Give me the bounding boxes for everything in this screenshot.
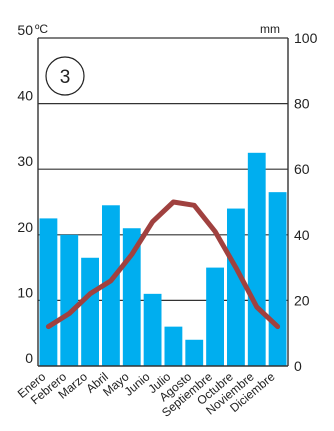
- precip-bar: [268, 192, 287, 366]
- right-axis-unit: mm: [260, 22, 280, 36]
- left-axis-ticks: 0 10 20 30 40 50: [17, 22, 33, 366]
- left-tick-label: 0: [25, 350, 33, 366]
- precip-bar: [206, 267, 224, 366]
- precip-bar: [60, 234, 79, 366]
- left-tick-label: 20: [17, 219, 33, 235]
- right-tick-label: 20: [294, 292, 310, 308]
- right-tick-label: 60: [294, 161, 310, 177]
- precip-bar: [164, 326, 183, 366]
- left-tick-label: 40: [17, 88, 33, 104]
- precip-bar: [143, 293, 162, 366]
- right-tick-label: 80: [294, 96, 310, 112]
- precipitation-bars: [39, 152, 287, 366]
- right-axis-ticks: 0 20 40 60 80 100: [294, 30, 318, 374]
- right-tick-label: 40: [294, 227, 310, 243]
- chart-number: 3: [60, 67, 71, 88]
- left-axis-unit: ºC: [35, 22, 48, 36]
- axes: [37, 38, 289, 367]
- gridlines: [38, 37, 288, 301]
- chart-number-badge: 3: [45, 56, 85, 96]
- precip-bar: [81, 257, 99, 366]
- right-tick-label: 0: [294, 358, 302, 374]
- left-tick-label: 50: [17, 22, 33, 38]
- precip-bar: [227, 208, 245, 366]
- month-labels: EneroFebreroMarzoAbrilMayoJunioJulioAgos…: [15, 369, 278, 419]
- left-tick-label: 10: [17, 284, 33, 300]
- temperature-line: [45, 199, 281, 330]
- precip-bar: [39, 218, 58, 366]
- right-tick-label: 100: [294, 30, 318, 46]
- precip-bar: [185, 339, 204, 366]
- left-tick-label: 30: [17, 153, 33, 169]
- precip-bar: [102, 205, 120, 366]
- precip-bar: [247, 152, 266, 366]
